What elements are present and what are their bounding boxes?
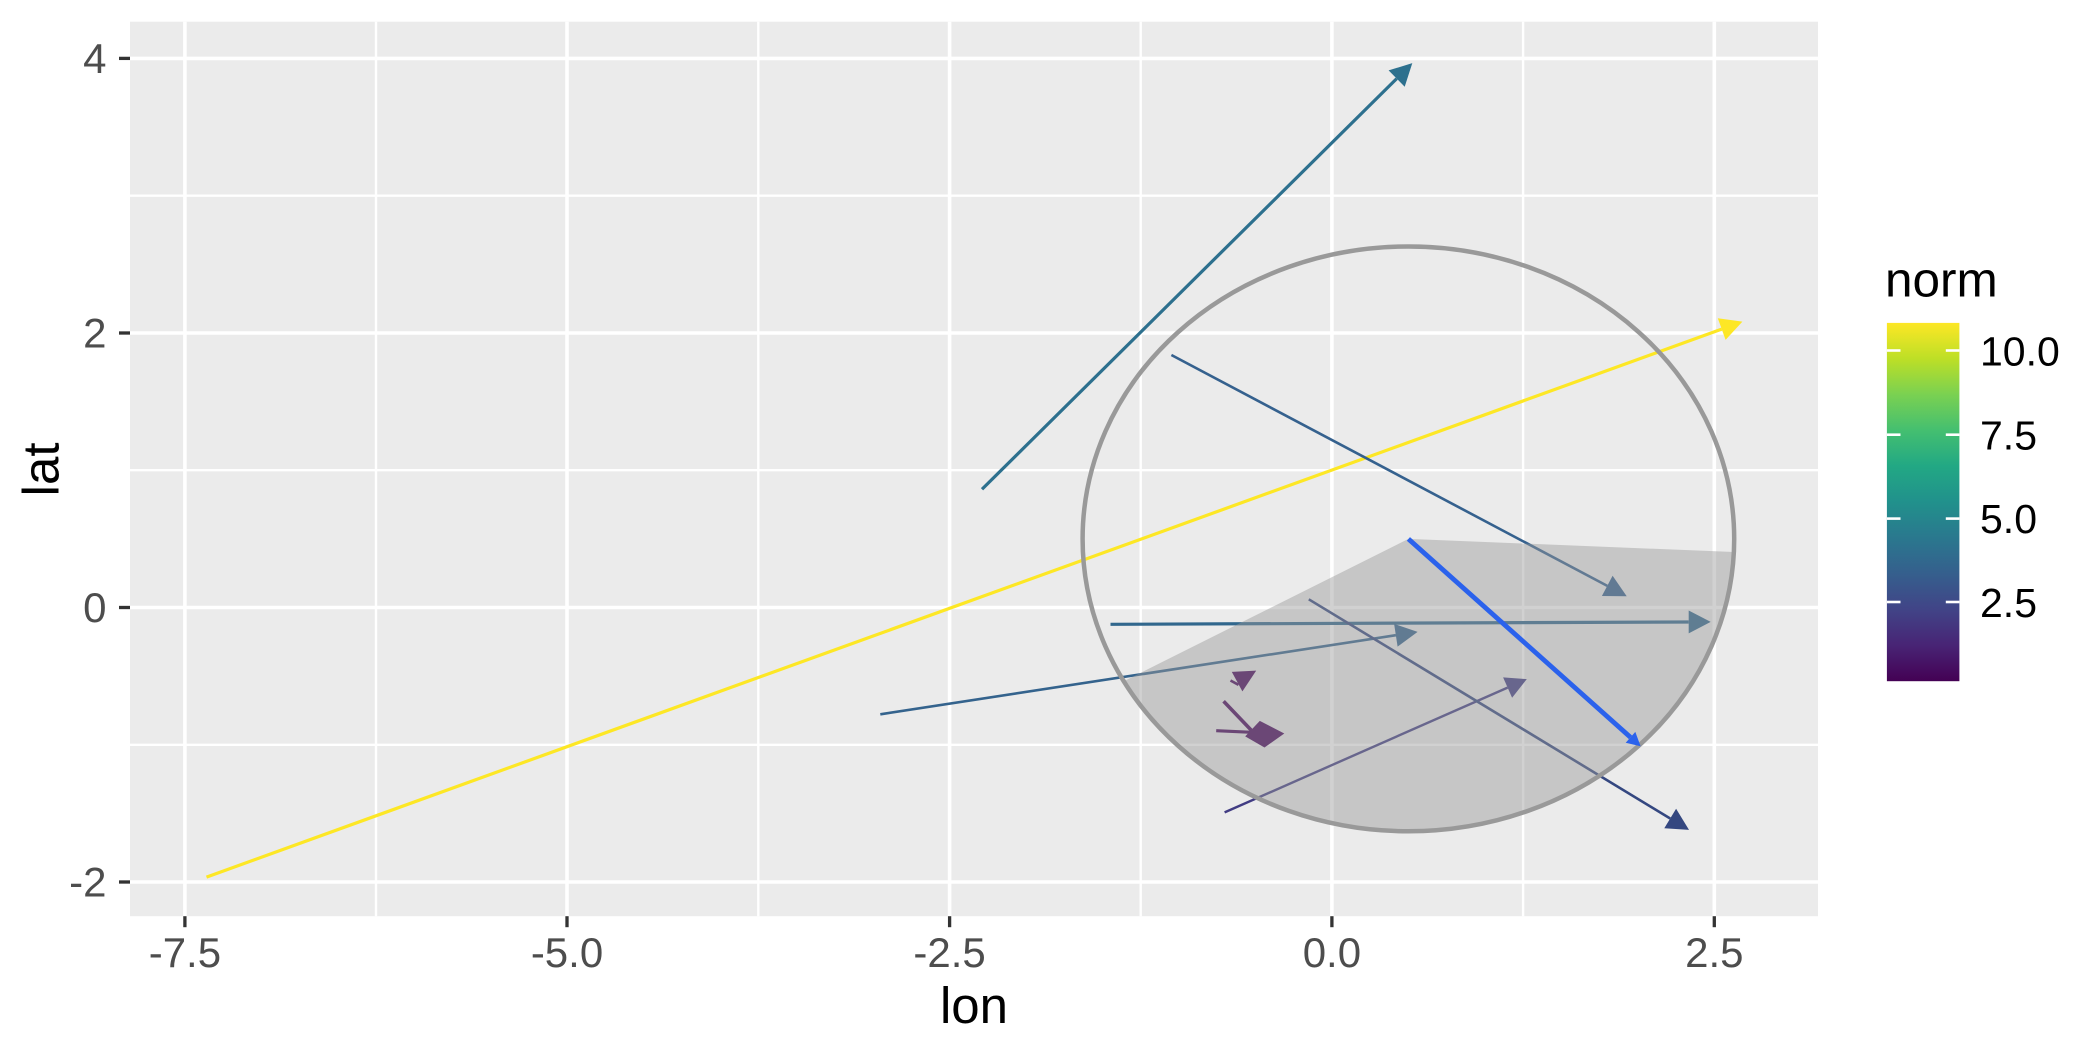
svg-text:-2: -2 bbox=[69, 858, 106, 905]
svg-text:5.0: 5.0 bbox=[1980, 496, 2037, 542]
svg-text:2.5: 2.5 bbox=[1980, 580, 2037, 626]
svg-text:-7.5: -7.5 bbox=[149, 929, 221, 976]
svg-text:lat: lat bbox=[13, 442, 70, 496]
svg-text:4: 4 bbox=[83, 35, 106, 82]
svg-text:2.5: 2.5 bbox=[1685, 929, 1743, 976]
svg-text:0: 0 bbox=[83, 584, 106, 631]
svg-text:2: 2 bbox=[83, 309, 106, 356]
svg-text:norm: norm bbox=[1885, 253, 1998, 308]
svg-text:0.0: 0.0 bbox=[1303, 929, 1361, 976]
svg-text:lon: lon bbox=[940, 977, 1008, 1034]
svg-text:-2.5: -2.5 bbox=[913, 929, 985, 976]
svg-text:7.5: 7.5 bbox=[1980, 412, 2037, 458]
svg-text:10.0: 10.0 bbox=[1980, 329, 2060, 375]
svg-text:-5.0: -5.0 bbox=[531, 929, 603, 976]
